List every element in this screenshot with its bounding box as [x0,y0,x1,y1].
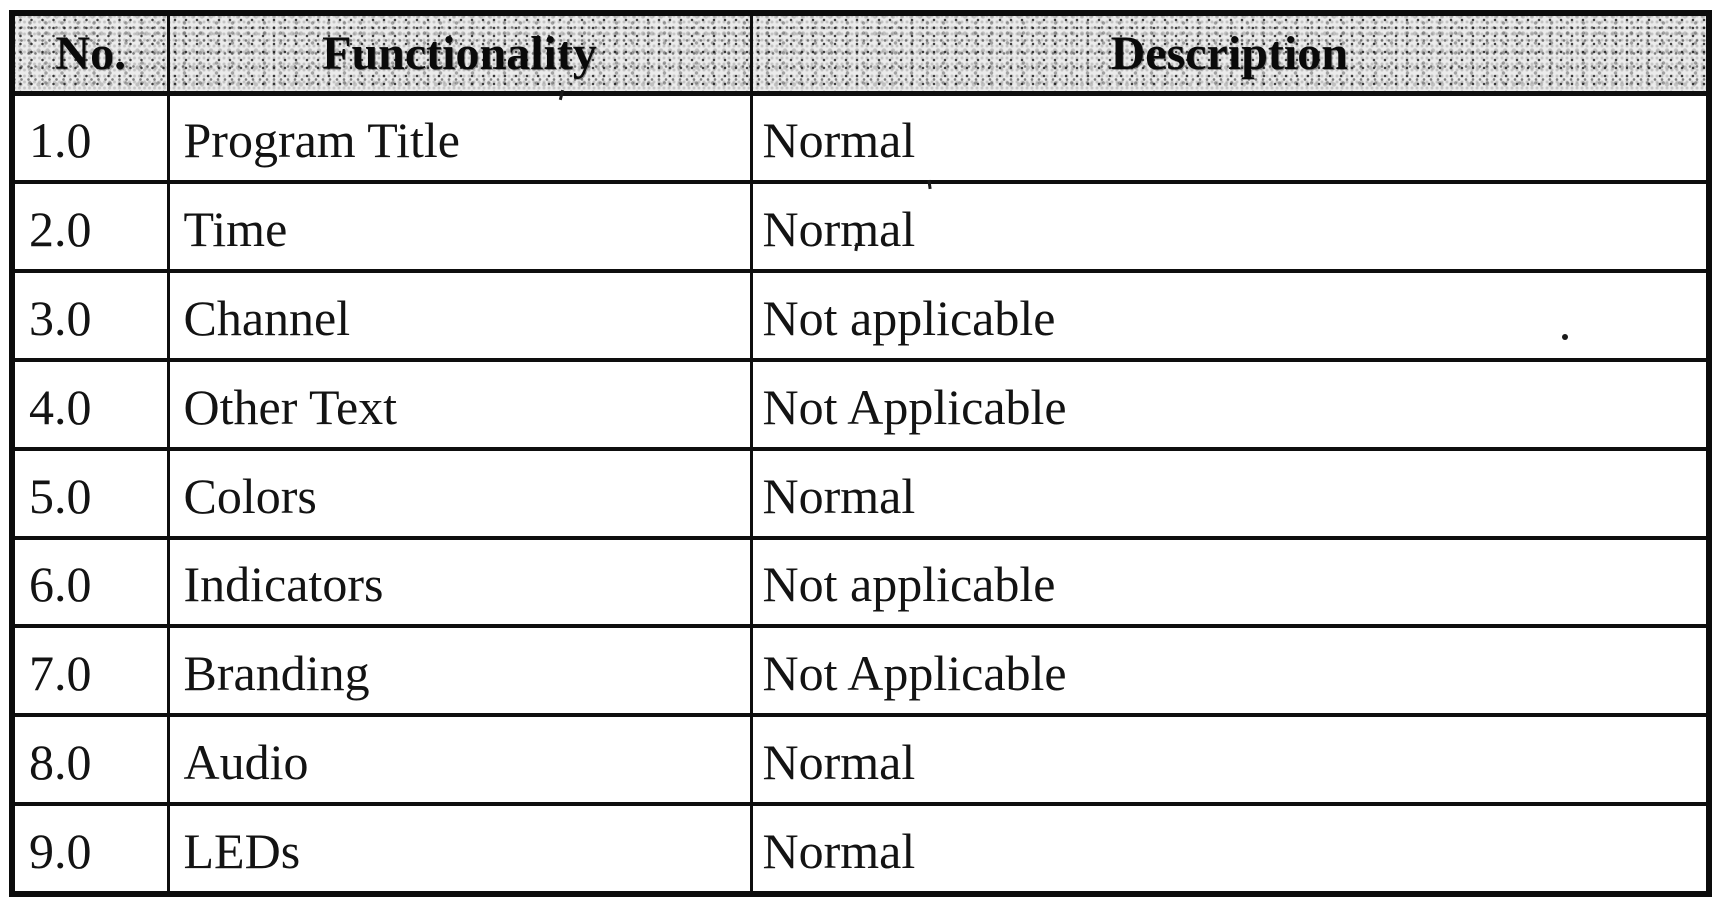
cell-description: Not Applicable [749,624,1711,718]
cell-functionality: Audio [166,713,753,806]
table-row: 4.0 Other Text Not Applicable [10,357,1711,451]
table-row: 9.0 LEDs Normal [10,801,1711,897]
table-row: 6.0 Indicators Not applicable [10,535,1711,629]
cell-no: 3.0 [10,269,170,362]
scan-artifact [1562,334,1568,340]
cell-description: Not Applicable [749,357,1711,451]
cell-description: Normal [749,801,1711,897]
table-row: 8.0 Audio Normal [10,713,1711,806]
functionality-status-table: No. Functionality Description 1.0 Progra… [9,10,1712,897]
cell-description: Normal [749,446,1711,540]
table-row: 7.0 Branding Not Applicable [10,624,1711,718]
header-row: No. Functionality Description [10,11,1711,96]
cell-description: Not applicable [749,535,1711,629]
cell-description: Normal [749,90,1711,185]
cell-no: 1.0 [10,90,170,185]
cell-functionality: LEDs [166,801,753,897]
table-row: 2.0 Time Normal [10,180,1711,274]
cell-no: 6.0 [10,535,170,629]
cell-no: 8.0 [10,713,170,806]
cell-functionality: Channel [166,269,753,362]
cell-no: 2.0 [10,180,170,274]
cell-no: 9.0 [10,801,170,897]
cell-no: 7.0 [10,624,170,718]
header-cell-no: No. [10,11,170,96]
cell-description: Normal [749,180,1711,274]
cell-no: 4.0 [10,357,170,451]
header-cell-description: Description [749,11,1711,96]
cell-functionality: Program Title [166,90,753,185]
cell-functionality: Other Text [166,357,753,451]
cell-functionality: Indicators [166,535,753,629]
header-cell-functionality: Functionality [166,11,753,96]
cell-description: Normal [749,713,1711,806]
cell-functionality: Branding [166,624,753,718]
table-row: 1.0 Program Title Normal [10,90,1711,185]
table-row: 3.0 Channel Not applicable [10,269,1711,362]
table-row: 5.0 Colors Normal [10,446,1711,540]
cell-description: Not applicable [749,269,1711,362]
cell-functionality: Time [166,180,753,274]
cell-functionality: Colors [166,446,753,540]
cell-no: 5.0 [10,446,170,540]
